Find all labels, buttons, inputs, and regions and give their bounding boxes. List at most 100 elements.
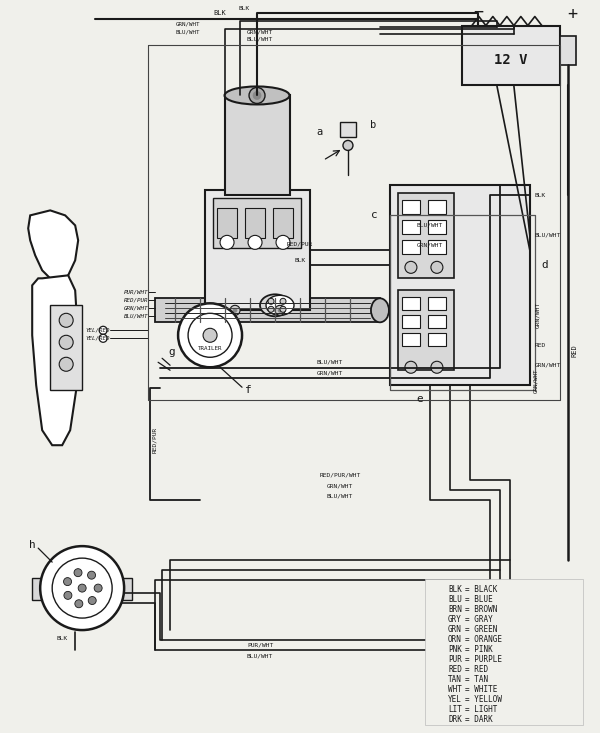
Text: BLU/WHT: BLU/WHT	[417, 223, 443, 228]
Ellipse shape	[371, 298, 389, 323]
Text: = BROWN: = BROWN	[465, 605, 497, 614]
Circle shape	[59, 357, 73, 371]
Text: a: a	[317, 128, 323, 137]
Text: BLU/WHT: BLU/WHT	[535, 233, 561, 238]
Text: BLK: BLK	[448, 585, 462, 594]
Bar	[560, 35, 576, 65]
Circle shape	[88, 571, 95, 579]
Bar	[122, 578, 132, 600]
Text: GRY: GRY	[448, 615, 462, 624]
Circle shape	[59, 335, 73, 350]
Circle shape	[64, 578, 71, 586]
Bar	[428, 221, 446, 235]
Text: f: f	[245, 386, 252, 395]
Ellipse shape	[266, 295, 294, 315]
Text: PNK: PNK	[448, 645, 462, 654]
Text: = GREEN: = GREEN	[465, 625, 497, 634]
Text: RED/PUR/WHT: RED/PUR/WHT	[319, 473, 361, 478]
Text: TAN: TAN	[448, 675, 462, 684]
Text: GRN/WHT: GRN/WHT	[535, 302, 540, 328]
Text: = BLACK: = BLACK	[465, 585, 497, 594]
Text: PUR: PUR	[448, 655, 462, 664]
Circle shape	[178, 303, 242, 367]
Text: BLU: BLU	[448, 595, 462, 604]
Text: PUR/WHT: PUR/WHT	[124, 290, 148, 295]
Bar	[273, 208, 293, 238]
Text: = RED: = RED	[465, 665, 488, 674]
Text: +: +	[567, 4, 577, 23]
Circle shape	[405, 361, 417, 373]
Text: WHT: WHT	[448, 685, 462, 694]
Bar	[402, 298, 420, 310]
Text: BLU/WHT: BLU/WHT	[247, 654, 273, 658]
Text: BLK: BLK	[535, 193, 546, 198]
Bar	[428, 200, 446, 214]
Bar	[462, 26, 560, 86]
Text: BLU/WHT: BLU/WHT	[124, 314, 148, 319]
Text: = LIGHT: = LIGHT	[465, 705, 497, 714]
Text: BLK: BLK	[295, 258, 305, 263]
Text: DRK: DRK	[448, 715, 462, 724]
Text: d: d	[542, 260, 548, 270]
Circle shape	[431, 262, 443, 273]
Circle shape	[94, 584, 102, 592]
Text: BLU/WHT: BLU/WHT	[317, 360, 343, 365]
Bar	[398, 194, 454, 279]
Bar	[428, 298, 446, 310]
Bar	[390, 185, 530, 386]
Text: RED/PUR: RED/PUR	[152, 427, 158, 453]
Circle shape	[405, 262, 417, 273]
Text: = WHITE: = WHITE	[465, 685, 497, 694]
Text: −: −	[473, 2, 483, 21]
Text: RED: RED	[572, 344, 578, 357]
Bar	[225, 95, 290, 196]
Text: h: h	[29, 540, 35, 550]
Bar	[213, 199, 301, 248]
Circle shape	[78, 584, 86, 592]
Text: GRN: GRN	[448, 625, 462, 634]
Circle shape	[248, 235, 262, 249]
Circle shape	[343, 141, 353, 150]
Bar	[402, 221, 420, 235]
Ellipse shape	[260, 295, 290, 317]
Text: = PINK: = PINK	[465, 645, 493, 654]
Text: g: g	[168, 347, 175, 357]
Text: TRAILER: TRAILER	[198, 346, 223, 351]
Bar	[428, 334, 446, 346]
Text: YEL: YEL	[448, 695, 462, 704]
Bar	[340, 122, 356, 137]
Polygon shape	[32, 276, 78, 445]
Bar	[402, 240, 420, 254]
Bar	[205, 191, 310, 310]
Circle shape	[280, 298, 286, 304]
Text: BLK: BLK	[239, 6, 250, 11]
Bar	[398, 290, 454, 370]
Text: b: b	[370, 120, 376, 130]
Bar	[428, 315, 446, 328]
Text: BRN: BRN	[448, 605, 462, 614]
Circle shape	[268, 298, 274, 304]
Text: YEL/RED: YEL/RED	[86, 328, 110, 333]
Text: = GRAY: = GRAY	[465, 615, 493, 624]
Circle shape	[188, 313, 232, 357]
Circle shape	[220, 235, 234, 249]
Bar	[402, 200, 420, 214]
Text: YEL/RED: YEL/RED	[86, 336, 110, 341]
Bar	[245, 208, 265, 238]
Circle shape	[431, 361, 443, 373]
Circle shape	[280, 306, 286, 312]
Circle shape	[74, 569, 82, 577]
Circle shape	[99, 326, 107, 334]
Text: BLU/WHT: BLU/WHT	[176, 29, 200, 34]
Text: GRN/WHT: GRN/WHT	[317, 371, 343, 376]
Circle shape	[99, 334, 107, 342]
Bar	[155, 298, 380, 323]
Bar	[32, 578, 42, 600]
Circle shape	[230, 306, 240, 315]
Text: e: e	[416, 394, 423, 404]
Bar	[425, 579, 583, 725]
Text: 12 V: 12 V	[494, 54, 527, 67]
Circle shape	[278, 309, 282, 312]
Text: BLU/WHT: BLU/WHT	[327, 493, 353, 498]
Circle shape	[64, 592, 72, 600]
